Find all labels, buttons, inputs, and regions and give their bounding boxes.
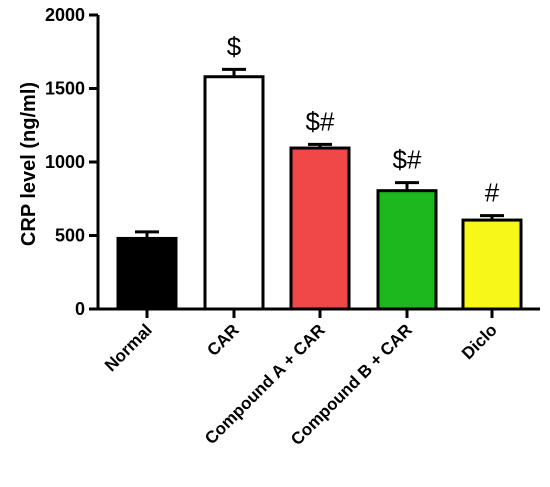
significance-label: # — [485, 178, 500, 208]
bar-diclo — [461, 218, 523, 311]
bar-normal — [116, 236, 178, 311]
significance-label: $# — [306, 106, 335, 136]
y-axis-title: CRP level (ng/ml) — [18, 82, 40, 246]
significance-label: $# — [393, 145, 422, 175]
bars-group: $ $# $# # — [116, 31, 523, 311]
y-tick-label: 1000 — [45, 152, 85, 172]
significance-label: $ — [227, 31, 242, 61]
bar-compound-a-car — [289, 146, 351, 311]
y-axis: 0 500 1000 1500 2000 — [45, 5, 100, 319]
y-tick-label: 2000 — [45, 5, 85, 25]
y-tick-label: 1500 — [45, 79, 85, 99]
x-tick-label: Diclo — [458, 320, 501, 363]
x-tick-label: CAR — [203, 320, 242, 359]
bar-compound-b-car — [376, 189, 438, 311]
bar-car — [203, 75, 265, 311]
y-tick-label: 0 — [75, 299, 85, 319]
x-tick-label: Normal — [101, 320, 156, 375]
y-tick-label: 500 — [55, 226, 85, 246]
